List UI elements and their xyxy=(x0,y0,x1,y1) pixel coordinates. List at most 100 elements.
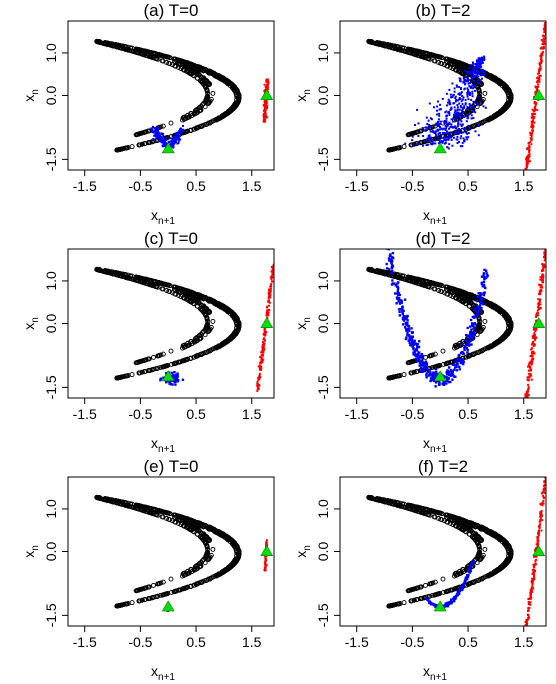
attractor-point xyxy=(143,129,148,135)
cloud-point xyxy=(170,140,172,143)
cloud-point xyxy=(448,121,451,124)
cloud-point xyxy=(484,106,487,109)
cloud-point xyxy=(448,122,451,125)
cloud-point xyxy=(466,132,469,135)
cloud-point xyxy=(459,97,462,100)
cloud-point xyxy=(475,104,478,107)
cloud-point xyxy=(466,79,468,82)
cloud-point xyxy=(172,142,175,145)
line-point xyxy=(268,301,271,304)
cloud-point xyxy=(448,100,451,103)
attractor-point xyxy=(498,110,504,116)
panel-title: (c) T=0 xyxy=(144,229,198,248)
cloud-point xyxy=(463,106,466,109)
line-point xyxy=(538,81,541,83)
cloud-point xyxy=(440,134,442,136)
cloud-point xyxy=(435,122,438,125)
cloud-point xyxy=(453,87,456,90)
cloud-point xyxy=(470,114,473,117)
cloud-point xyxy=(463,87,466,90)
panel-a: (a) T=0-1.5 -0.5 0.5 1.5-1.50.01.0xn+1xn xyxy=(21,1,275,227)
cloud-point xyxy=(467,132,470,135)
cloud-point xyxy=(481,74,483,76)
line-point xyxy=(264,110,267,113)
attractor-point xyxy=(215,116,221,122)
cloud-point xyxy=(478,66,481,69)
cloud-point xyxy=(174,373,177,377)
attractor-point xyxy=(114,375,120,381)
attractor-point xyxy=(123,274,128,280)
attractor-point xyxy=(129,372,135,378)
attractor-point xyxy=(151,50,157,56)
attractor-point xyxy=(124,373,130,379)
attractor-point xyxy=(182,287,188,293)
attractor-point xyxy=(423,278,429,284)
line-point xyxy=(256,389,259,392)
cloud-point xyxy=(159,377,162,380)
cloud-point xyxy=(467,114,470,117)
attractor-point xyxy=(197,64,202,70)
cloud-point xyxy=(444,137,447,140)
line-point xyxy=(540,39,543,41)
cloud-point xyxy=(475,63,478,66)
cloud-point xyxy=(461,123,464,126)
line-point xyxy=(264,99,267,102)
cloud-point xyxy=(455,98,458,101)
line-point xyxy=(267,309,270,312)
attractor-point xyxy=(136,370,142,376)
cloud-point xyxy=(466,93,469,96)
cloud-point xyxy=(479,100,482,103)
attractor-point xyxy=(223,77,229,83)
line-point xyxy=(270,285,272,287)
attractor-point xyxy=(230,106,236,112)
attractor-point xyxy=(149,367,155,373)
cloud-point xyxy=(448,127,450,130)
attractor-point xyxy=(395,44,400,50)
attractor-point xyxy=(440,348,446,354)
attractor-point xyxy=(191,64,197,70)
cloud-point xyxy=(448,113,451,116)
cloud-point xyxy=(434,142,437,145)
cloud-point xyxy=(461,108,464,111)
cloud-point xyxy=(445,125,448,128)
cloud-point xyxy=(412,144,415,147)
y-tick-label: -1.5 xyxy=(43,375,59,399)
cloud-point xyxy=(468,72,471,75)
cloud-point xyxy=(450,123,453,126)
cloud-point xyxy=(471,95,474,98)
cloud-point xyxy=(431,141,434,144)
cloud-point xyxy=(442,140,445,143)
line-point xyxy=(265,102,268,105)
cloud-point xyxy=(174,138,177,141)
attractor-point xyxy=(159,58,165,64)
line-point xyxy=(261,343,264,346)
cloud-point xyxy=(481,61,484,64)
attractor-point xyxy=(406,132,412,137)
cloud-point xyxy=(448,135,451,138)
cloud-point xyxy=(464,98,467,101)
cloud-point xyxy=(445,138,448,141)
attractor-point xyxy=(142,141,148,147)
plot-area xyxy=(94,263,274,392)
y-tick-label: -1.5 xyxy=(315,147,331,171)
cloud-point xyxy=(446,146,449,149)
attractor-point xyxy=(181,116,187,122)
cloud-point xyxy=(436,105,439,108)
attractor-point xyxy=(477,93,482,99)
attractor-point xyxy=(423,50,429,56)
y-axis-label: xn xyxy=(293,89,313,102)
cloud-point xyxy=(154,130,157,133)
y-tick-label: 1.0 xyxy=(43,271,59,291)
cloud-point xyxy=(437,118,440,121)
cloud-point xyxy=(416,142,419,145)
line-point xyxy=(530,143,533,146)
attractor-point xyxy=(172,360,178,366)
cloud-point xyxy=(453,111,456,114)
attractor-point xyxy=(508,95,514,101)
attractor-point xyxy=(482,90,488,96)
line-point xyxy=(267,80,270,83)
line-point xyxy=(532,124,535,127)
attractor-point xyxy=(104,268,110,274)
attractor-point xyxy=(160,364,166,370)
attractor-point xyxy=(202,295,208,300)
